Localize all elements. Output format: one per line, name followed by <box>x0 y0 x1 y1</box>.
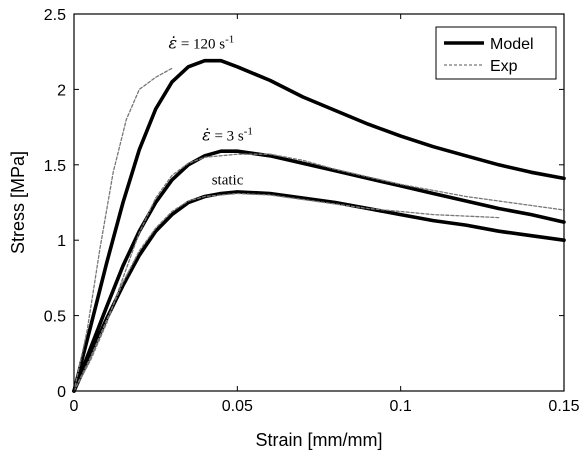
x-axis-label: Strain [mm/mm] <box>255 430 382 450</box>
exp-curve-3 <box>73 192 500 392</box>
ticks-layer: 0 0.05 0.1 0.15 0 0.5 1 1.5 2 2.5 <box>44 7 580 415</box>
annotation-superscript: -1 <box>225 34 234 46</box>
plot-frame <box>73 13 565 392</box>
rate-annotation: static <box>212 172 244 188</box>
legend-label-model: Model <box>490 36 534 53</box>
x-tick-label: 0.1 <box>390 398 412 415</box>
series-layer <box>72 58 566 393</box>
exp-curve-1 <box>73 67 173 392</box>
exp-curve-2 <box>73 153 565 392</box>
annotation-text: = 120 s <box>177 37 225 53</box>
x-tick-label: 0.15 <box>548 398 579 415</box>
model-curve-2 <box>72 149 566 393</box>
y-tick-label: 0.5 <box>44 309 66 326</box>
model-curve-1 <box>72 58 566 393</box>
y-tick-label: 1.5 <box>44 158 66 175</box>
model-curve-3 <box>72 190 566 393</box>
y-axis-label: Stress [MPa] <box>8 151 28 254</box>
x-tick-label: 0 <box>70 398 79 415</box>
legend-label-exp: Exp <box>490 58 518 75</box>
strain-rate-symbol: ε̇ <box>202 126 211 145</box>
y-tick-label: 2 <box>57 82 66 99</box>
y-tick-label: 1 <box>57 233 66 250</box>
y-tick-label: 2.5 <box>44 7 66 24</box>
strain-rate-symbol: ε̇ <box>168 34 177 53</box>
rate-annotation: ε̇ = 120 s-1 <box>168 34 234 53</box>
x-tick-label: 0.05 <box>222 398 253 415</box>
annotation-text: static <box>212 172 244 188</box>
rate-annotation: ε̇ = 3 s-1 <box>202 126 253 145</box>
y-tick-label: 0 <box>57 384 66 401</box>
legend: Model Exp <box>435 26 557 80</box>
annotation-superscript: -1 <box>244 126 253 138</box>
annotation-text: = 3 s <box>211 129 244 145</box>
legend-box <box>435 26 557 80</box>
